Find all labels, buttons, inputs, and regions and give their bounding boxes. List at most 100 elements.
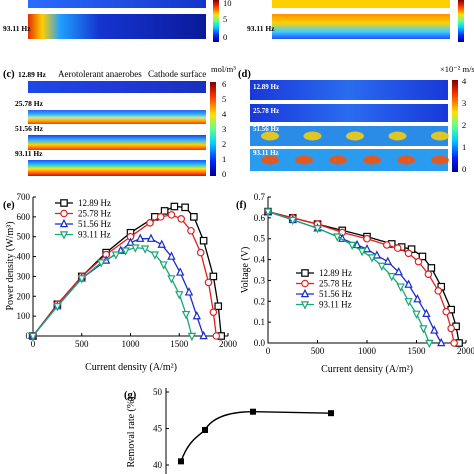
colorbar-tick: 5 bbox=[222, 94, 226, 104]
contour-map bbox=[28, 0, 206, 8]
contour-map bbox=[272, 14, 450, 39]
top-right-panel: 93.11 Hz bbox=[247, 0, 464, 42]
data-point bbox=[157, 239, 166, 248]
data-point bbox=[190, 213, 198, 221]
velocity-hotspot bbox=[329, 155, 347, 165]
data-point bbox=[377, 262, 387, 271]
data-point bbox=[413, 294, 422, 303]
top-left-panel: 93.11 Hz 10 5 0 bbox=[3, 0, 232, 42]
x-tick-label: 2000 bbox=[219, 339, 238, 349]
contour-map bbox=[28, 14, 206, 39]
velocity-hotspots bbox=[261, 131, 449, 165]
freq-label: 25.78 Hz bbox=[15, 99, 44, 108]
data-point bbox=[212, 332, 221, 340]
data-point bbox=[53, 303, 62, 312]
x-tick-label: 1000 bbox=[122, 339, 141, 349]
data-point bbox=[209, 308, 218, 316]
data-point bbox=[150, 251, 160, 260]
data-point bbox=[192, 311, 201, 320]
legend-entry: 93.11 Hz bbox=[78, 230, 111, 240]
colorbar-tick: 6 bbox=[222, 79, 226, 89]
x-tick-label: 500 bbox=[75, 339, 89, 349]
velocity-hotspot bbox=[261, 155, 279, 165]
series-line bbox=[180, 411, 332, 462]
data-point bbox=[396, 283, 405, 292]
colorbar bbox=[213, 0, 219, 42]
x-axis-label: Current density (A/m²) bbox=[85, 362, 177, 373]
data-point bbox=[140, 245, 150, 254]
y-tick-label: 0.1 bbox=[254, 317, 265, 327]
velocity-hotspot bbox=[261, 131, 279, 141]
data-point bbox=[199, 236, 208, 245]
colorbar-tick: 4 bbox=[462, 76, 467, 86]
panel-label: (g) bbox=[124, 390, 137, 401]
freq-label: 93.11 Hz bbox=[247, 24, 275, 33]
freq-label: 51.56 Hz bbox=[15, 124, 44, 133]
data-point bbox=[77, 275, 86, 284]
data-point bbox=[187, 226, 195, 235]
data-point bbox=[187, 332, 197, 342]
velocity-hotspot bbox=[397, 155, 415, 165]
velocity-hotspot bbox=[431, 155, 449, 165]
x-tick-label: 1500 bbox=[408, 346, 427, 356]
colorbar-tick: 1 bbox=[222, 154, 226, 164]
y-axis-label: Voltage (V) bbox=[240, 247, 251, 294]
data-point bbox=[146, 219, 154, 227]
panel-g: (g) 50 45 40 Removal rate (%) bbox=[124, 387, 334, 474]
data-point bbox=[131, 244, 140, 253]
data-point bbox=[418, 252, 427, 261]
y-axis-label: Power density (W/m³) bbox=[5, 221, 16, 310]
data-point bbox=[367, 254, 377, 263]
velocity-hotspot bbox=[303, 131, 322, 141]
data-point bbox=[347, 241, 357, 251]
freq-label: 51.56 Hz bbox=[253, 125, 279, 133]
data-point bbox=[404, 249, 413, 258]
panel-d: (d) ×10⁻² m/s 12.89 Hz 25.78 Hz 51.56 Hz… bbox=[238, 64, 474, 174]
data-point bbox=[363, 234, 371, 243]
velocity-map bbox=[250, 149, 448, 171]
data-point bbox=[313, 225, 322, 234]
data-point bbox=[383, 256, 392, 265]
velocity-hotspot bbox=[388, 131, 407, 141]
y-tick-label: 45 bbox=[153, 424, 163, 434]
data-point bbox=[111, 251, 121, 260]
data-point bbox=[437, 337, 446, 347]
legend-entry: 51.56 Hz bbox=[319, 289, 352, 299]
data-point bbox=[447, 324, 455, 333]
data-point bbox=[121, 247, 130, 256]
data-point bbox=[414, 257, 423, 266]
data-point bbox=[442, 307, 451, 316]
series-line bbox=[267, 210, 442, 344]
data-point bbox=[159, 261, 168, 270]
data-point bbox=[430, 325, 439, 334]
y-tick-label: 0.4 bbox=[254, 255, 266, 265]
velocity-hotspot bbox=[431, 131, 449, 141]
data-point bbox=[167, 275, 176, 284]
colorbar-tick: 2 bbox=[462, 120, 466, 130]
data-point bbox=[97, 259, 106, 268]
legend-entry: 25.78 Hz bbox=[78, 209, 111, 219]
unit-label: mol/m³ bbox=[211, 64, 236, 74]
panel-title: Aerotolerant anaerobes bbox=[58, 69, 142, 79]
data-point bbox=[333, 233, 342, 242]
x-tick-label: 0 bbox=[31, 339, 36, 349]
freq-label: 25.78 Hz bbox=[253, 107, 279, 115]
data-point bbox=[60, 209, 68, 218]
data-point bbox=[175, 291, 184, 300]
plot-area: 0 500 1000 1500 2000 0 100 200 300 400 500 600 700 12… bbox=[17, 192, 238, 349]
contour-map bbox=[28, 135, 206, 150]
data-point bbox=[59, 218, 69, 228]
panel-label: (e) bbox=[3, 200, 15, 211]
colorbar-tick: 1 bbox=[462, 142, 466, 152]
data-point bbox=[394, 266, 403, 276]
velocity-hotspot bbox=[346, 131, 364, 141]
velocity-hotspot bbox=[363, 155, 381, 165]
data-point bbox=[404, 279, 413, 288]
contour-map bbox=[28, 81, 206, 93]
y-tick-label: 300 bbox=[17, 271, 31, 281]
x-tick-label: 1500 bbox=[170, 339, 189, 349]
velocity-map bbox=[250, 80, 448, 100]
y-tick-label: 200 bbox=[17, 291, 31, 301]
velocity-map bbox=[250, 104, 448, 122]
colorbar-tick: 4 bbox=[222, 109, 227, 119]
